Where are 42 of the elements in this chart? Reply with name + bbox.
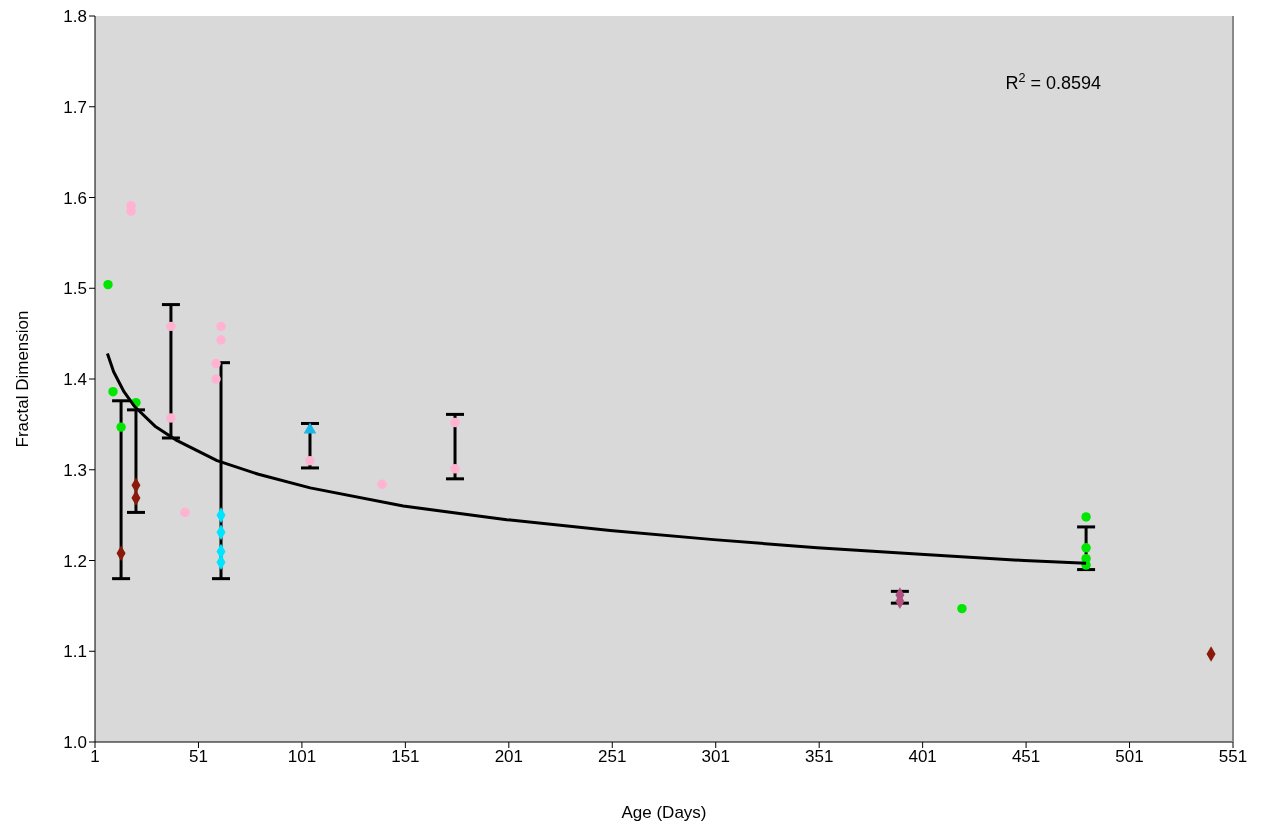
x-tick-label: 51 [188,747,208,767]
point [166,413,176,423]
point [957,603,967,614]
point [1081,543,1091,553]
x-tick-label: 451 [1011,747,1041,767]
x-tick-label: 351 [804,747,834,767]
x-tick-label: 401 [908,747,937,767]
y-tick-label: 1.6 [63,188,87,208]
y-tick-label: 1.1 [63,642,87,662]
point [211,374,221,384]
annotation: R$^{2}$ = 0.8594 [1005,71,1101,93]
point [450,417,460,428]
y-axis-title: Fractal Dimension [13,310,33,448]
y-tick-label: 1.7 [63,97,87,117]
point [108,386,118,397]
x-tick-label: 501 [1115,747,1144,767]
x-tick-label: 1 [90,747,100,767]
point [450,464,460,474]
y-tick-label: 1.2 [63,551,87,571]
x-tick-label: 251 [598,747,627,767]
point [303,422,317,434]
y-tick-label: 1.5 [63,279,87,299]
point [116,422,126,432]
y-tick-label: 1.8 [63,7,87,27]
x-tick-label: 301 [701,747,730,767]
y-tick-label: 1.4 [63,370,87,390]
point [1081,512,1091,522]
point [180,507,190,518]
y-tick-label: 1.0 [63,733,87,753]
point [166,321,176,332]
point [216,321,226,332]
point [211,358,221,369]
point [103,279,113,290]
point [216,335,226,345]
x-tick-label: 201 [494,747,524,767]
x-tick-label: 101 [287,747,317,767]
point [305,455,315,466]
point [377,479,387,489]
x-axis-title: Age (Days) [621,803,707,822]
y-tick-label: 1.3 [63,460,87,480]
x-tick-label: 151 [391,747,420,767]
x-tick-label: 551 [1218,747,1248,767]
